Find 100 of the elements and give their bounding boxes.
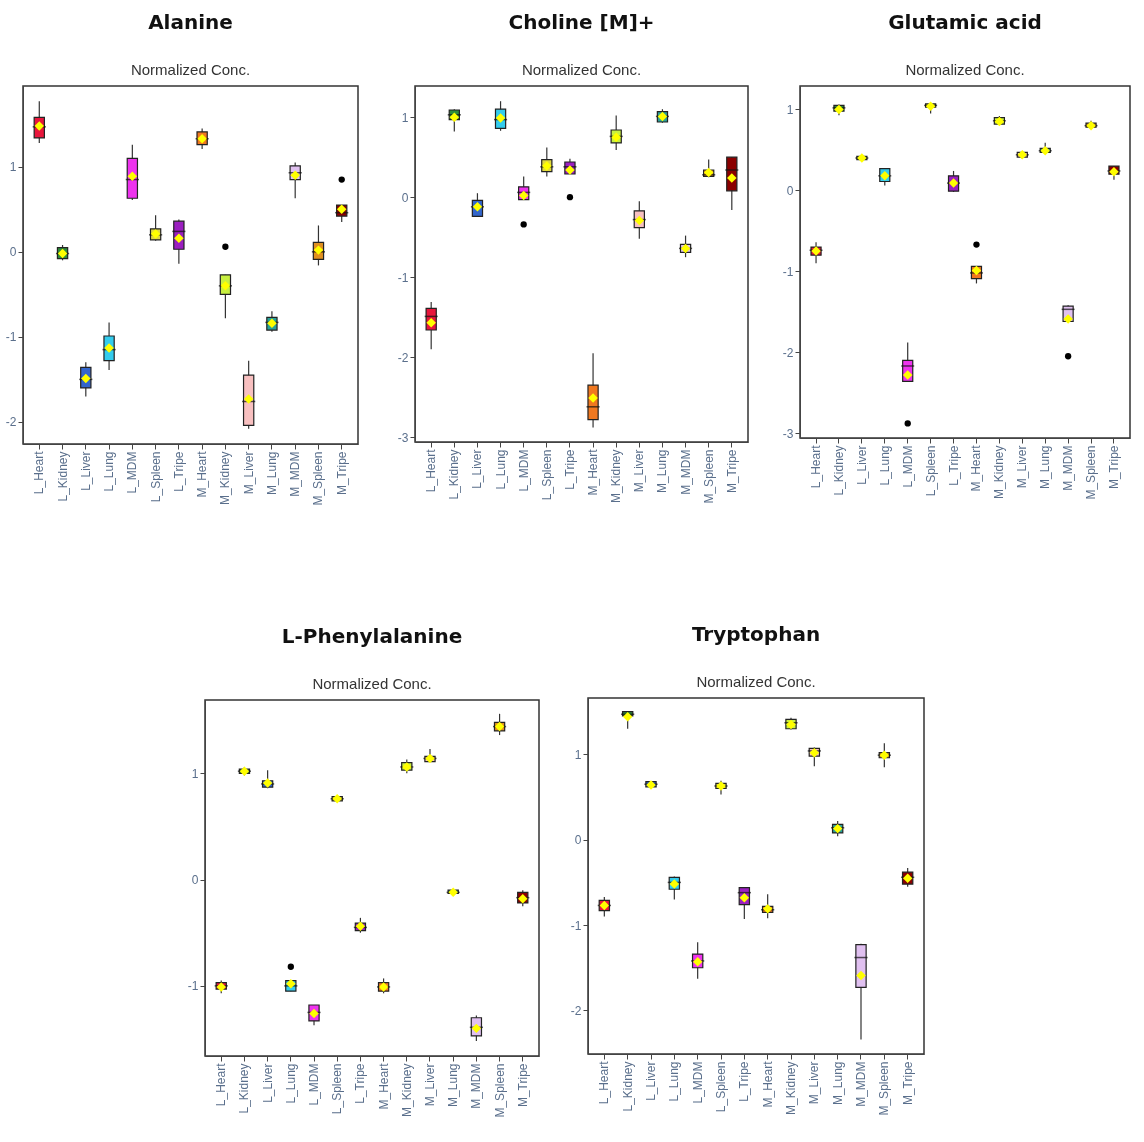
x-tick-label: L_Spleen: [714, 1061, 728, 1113]
x-tick-label: L_Spleen: [148, 451, 163, 503]
x-tick-label: M_Lung: [655, 449, 670, 493]
x-tick-label: M_Spleen: [701, 449, 716, 504]
x-tick-label: L_Tripe: [171, 451, 186, 492]
x-tick-label: L_Liver: [260, 1063, 275, 1103]
x-tick-label: L_MDM: [900, 445, 915, 488]
x-tick-label: L_Heart: [32, 450, 47, 495]
x-tick-label: M_Lung: [830, 1061, 845, 1105]
x-tick-label: L_Spleen: [330, 1063, 345, 1115]
y-tick-label: 1: [401, 110, 409, 125]
x-tick-label: L_Heart: [424, 448, 439, 493]
x-tick-label: L_Lung: [667, 1061, 682, 1102]
y-tick-label: -2: [397, 350, 409, 365]
x-tick-label: L_Tripe: [562, 449, 577, 490]
x-tick-label: M_Heart: [195, 450, 210, 498]
x-tick-label: M_MDM: [678, 449, 693, 495]
x-tick-label: M_Tripe: [334, 451, 349, 496]
y-tick-label: 1: [9, 160, 17, 175]
y-tick-label: 0: [9, 245, 17, 260]
x-tick-label: M_Tripe: [900, 1061, 915, 1106]
x-tick-label: L_Kidney: [55, 451, 70, 502]
y-tick-label: 0: [574, 833, 582, 848]
x-tick-label: M_Spleen: [1084, 445, 1099, 500]
x-tick-label: M_Spleen: [492, 1063, 507, 1118]
y-tick-label: -2: [5, 415, 17, 430]
x-tick-label: L_Heart: [809, 444, 824, 489]
x-tick-label: L_Kidney: [831, 445, 846, 496]
x-tick-label: L_Liver: [78, 451, 93, 491]
x-tick-label: M_Heart: [760, 1060, 775, 1108]
x-tick-label: L_Heart: [597, 1060, 612, 1105]
chart-subtitle: Normalized Conc.: [696, 673, 816, 690]
x-tick-label: M_Tripe: [515, 1063, 530, 1108]
x-tick-label: L_Spleen: [923, 445, 938, 497]
chart-subtitle: Normalized Conc.: [905, 61, 1025, 78]
chart-title: Glutamic acid: [888, 10, 1042, 34]
x-tick-label: M_Lung: [446, 1063, 461, 1107]
x-tick-label: M_Kidney: [399, 1063, 414, 1117]
x-tick-label: M_Liver: [422, 1063, 437, 1107]
chart-title: L-Phenylalanine: [281, 624, 463, 648]
y-tick-label: -2: [570, 1003, 582, 1018]
x-tick-label: L_Tripe: [737, 1061, 752, 1102]
x-tick-label: M_Spleen: [877, 1061, 892, 1116]
x-tick-label: L_Lung: [102, 451, 117, 492]
y-tick-label: -1: [570, 918, 582, 933]
y-tick-label: 0: [401, 190, 409, 205]
y-tick-label: -3: [782, 426, 794, 441]
x-tick-label: M_MDM: [469, 1063, 484, 1109]
x-tick-label: L_MDM: [516, 449, 531, 492]
x-tick-label: M_Kidney: [784, 1061, 798, 1115]
x-tick-label: L_Lung: [877, 445, 892, 486]
x-tick-label: L_Kidney: [237, 1063, 252, 1114]
x-tick-label: M_Liver: [807, 1061, 822, 1105]
x-tick-label: M_Kidney: [992, 445, 1007, 499]
x-tick-label: M_Heart: [586, 448, 601, 496]
x-tick-label: L_Liver: [854, 445, 869, 485]
x-tick-label: L_Heart: [214, 1062, 229, 1107]
x-tick-label: M_Tripe: [724, 449, 739, 494]
x-tick-label: L_Lung: [283, 1063, 298, 1104]
x-tick-label: M_Lung: [264, 451, 279, 495]
y-tick-label: -1: [187, 979, 199, 994]
x-tick-label: M_Kidney: [218, 451, 233, 505]
x-tick-label: M_Liver: [632, 449, 647, 493]
chart-subtitle: Normalized Conc.: [521, 61, 642, 78]
y-tick-label: 1: [786, 102, 794, 117]
x-tick-label: L_MDM: [690, 1061, 705, 1104]
chart-subtitle: Normalized Conc.: [312, 675, 432, 692]
x-tick-label: L_Tripe: [946, 445, 961, 486]
y-tick-label: -1: [397, 270, 409, 285]
x-tick-label: L_MDM: [307, 1063, 322, 1106]
x-tick-label: L_Lung: [493, 449, 508, 490]
chart-title: Choline [M]+: [508, 10, 655, 34]
y-tick-label: 0: [786, 183, 794, 198]
x-tick-label: M_Tripe: [1106, 445, 1121, 490]
y-tick-label: 1: [574, 747, 582, 762]
x-tick-label: M_Liver: [241, 451, 256, 495]
x-tick-label: M_Liver: [1015, 445, 1030, 489]
x-tick-label: M_Spleen: [311, 451, 326, 506]
x-tick-label: M_Kidney: [609, 449, 624, 503]
x-tick-label: M_MDM: [1061, 445, 1076, 491]
x-tick-label: M_Heart: [376, 1062, 391, 1110]
x-tick-label: L_Liver: [644, 1061, 658, 1101]
x-tick-label: L_MDM: [125, 451, 140, 494]
y-tick-label: 1: [191, 766, 199, 781]
x-tick-label: L_Kidney: [620, 1061, 635, 1112]
y-tick-label: 0: [191, 873, 199, 888]
x-tick-label: M_MDM: [854, 1061, 868, 1107]
chart-title: Alanine: [148, 10, 233, 34]
chart-title: Tryptophan: [691, 622, 821, 646]
x-tick-label: M_MDM: [288, 451, 303, 497]
x-tick-label: L_Spleen: [539, 449, 554, 501]
x-tick-label: M_Heart: [969, 444, 984, 492]
x-tick-label: L_Liver: [470, 449, 485, 489]
y-tick-label: -1: [782, 264, 794, 279]
x-tick-label: L_Kidney: [447, 449, 462, 500]
x-tick-label: M_Lung: [1038, 445, 1053, 489]
y-tick-label: -3: [397, 430, 409, 445]
x-tick-label: L_Tripe: [353, 1063, 368, 1104]
y-tick-label: -1: [5, 330, 17, 345]
y-tick-label: -2: [782, 345, 794, 360]
